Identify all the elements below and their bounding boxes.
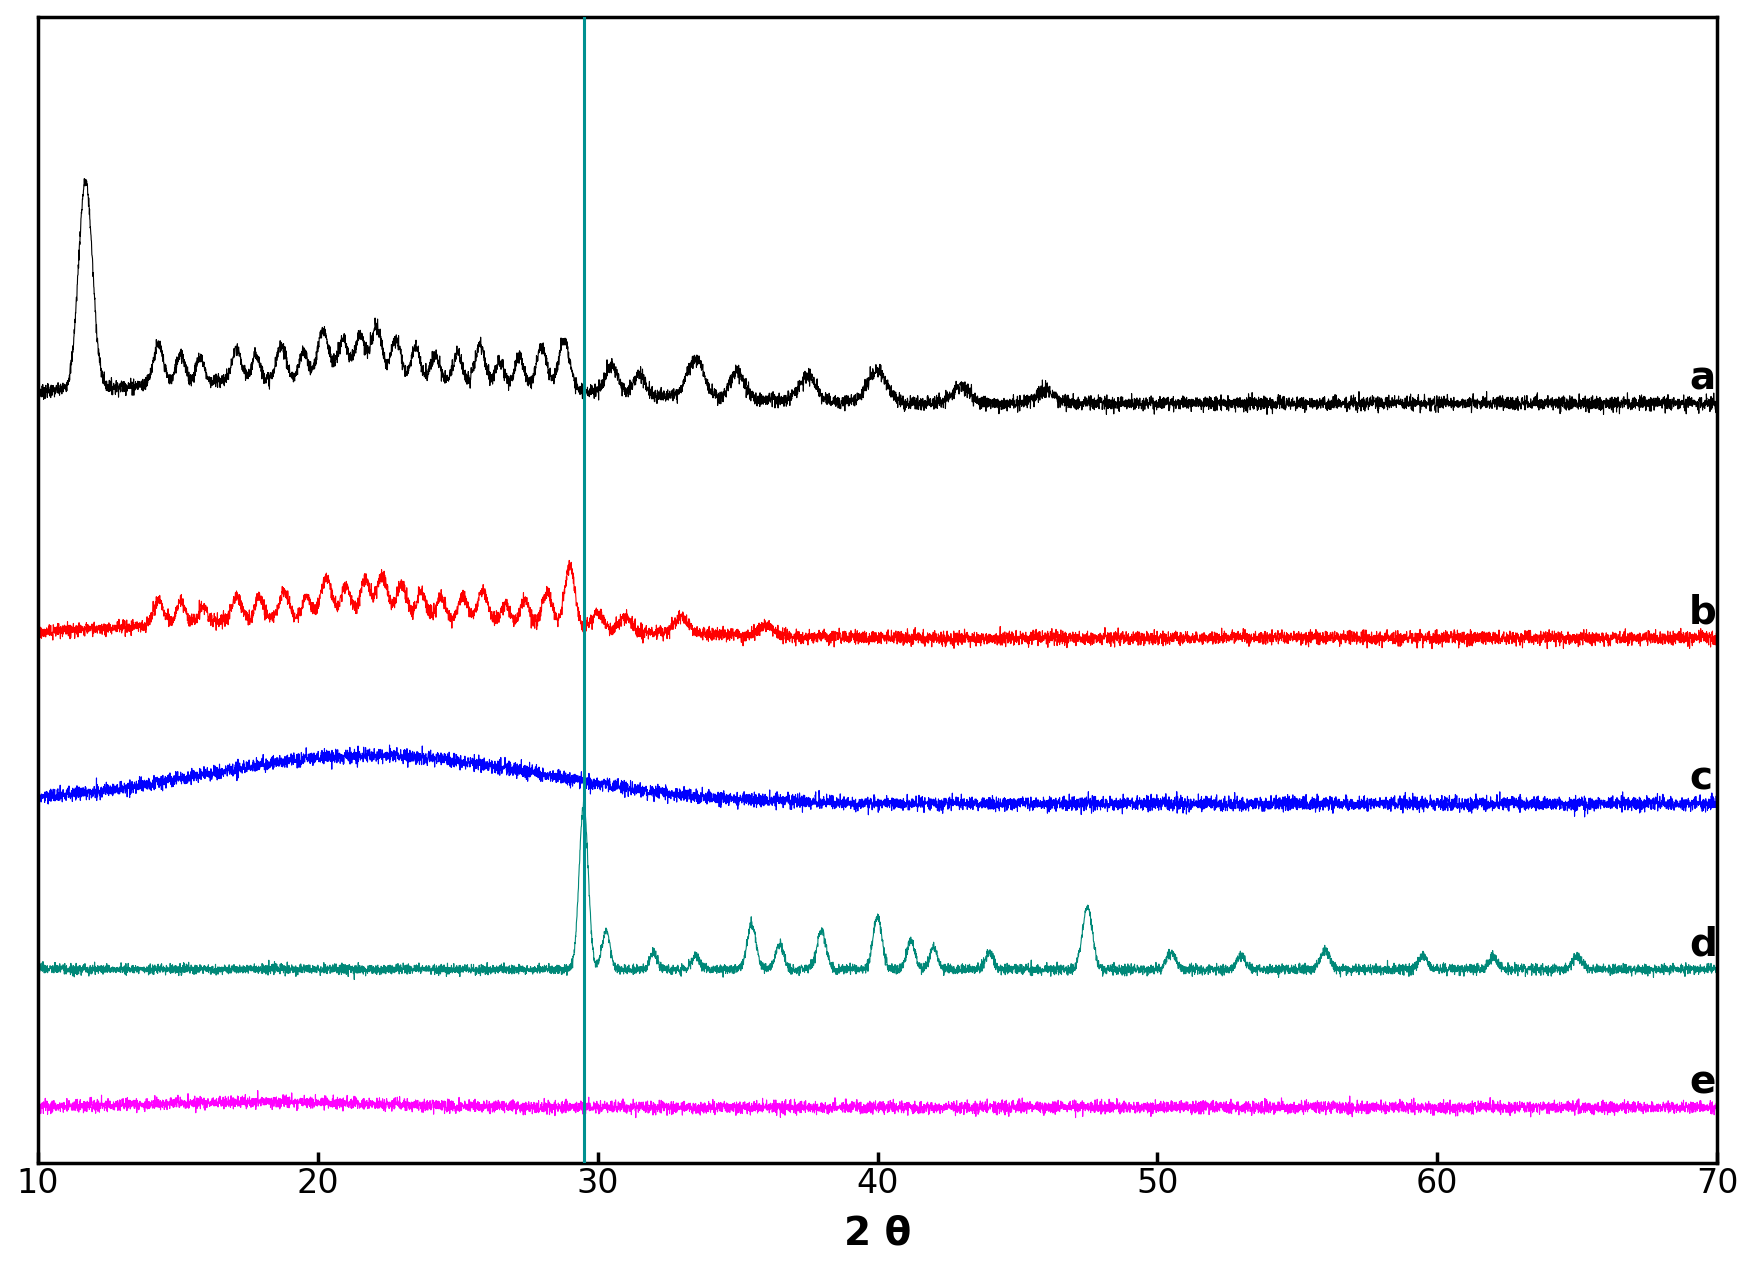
Text: b: b xyxy=(1688,594,1716,632)
Text: d: d xyxy=(1688,925,1716,963)
Text: a: a xyxy=(1688,359,1715,397)
Text: e: e xyxy=(1688,1063,1715,1101)
Text: c: c xyxy=(1688,760,1713,798)
X-axis label: 2 θ: 2 θ xyxy=(844,1214,911,1253)
